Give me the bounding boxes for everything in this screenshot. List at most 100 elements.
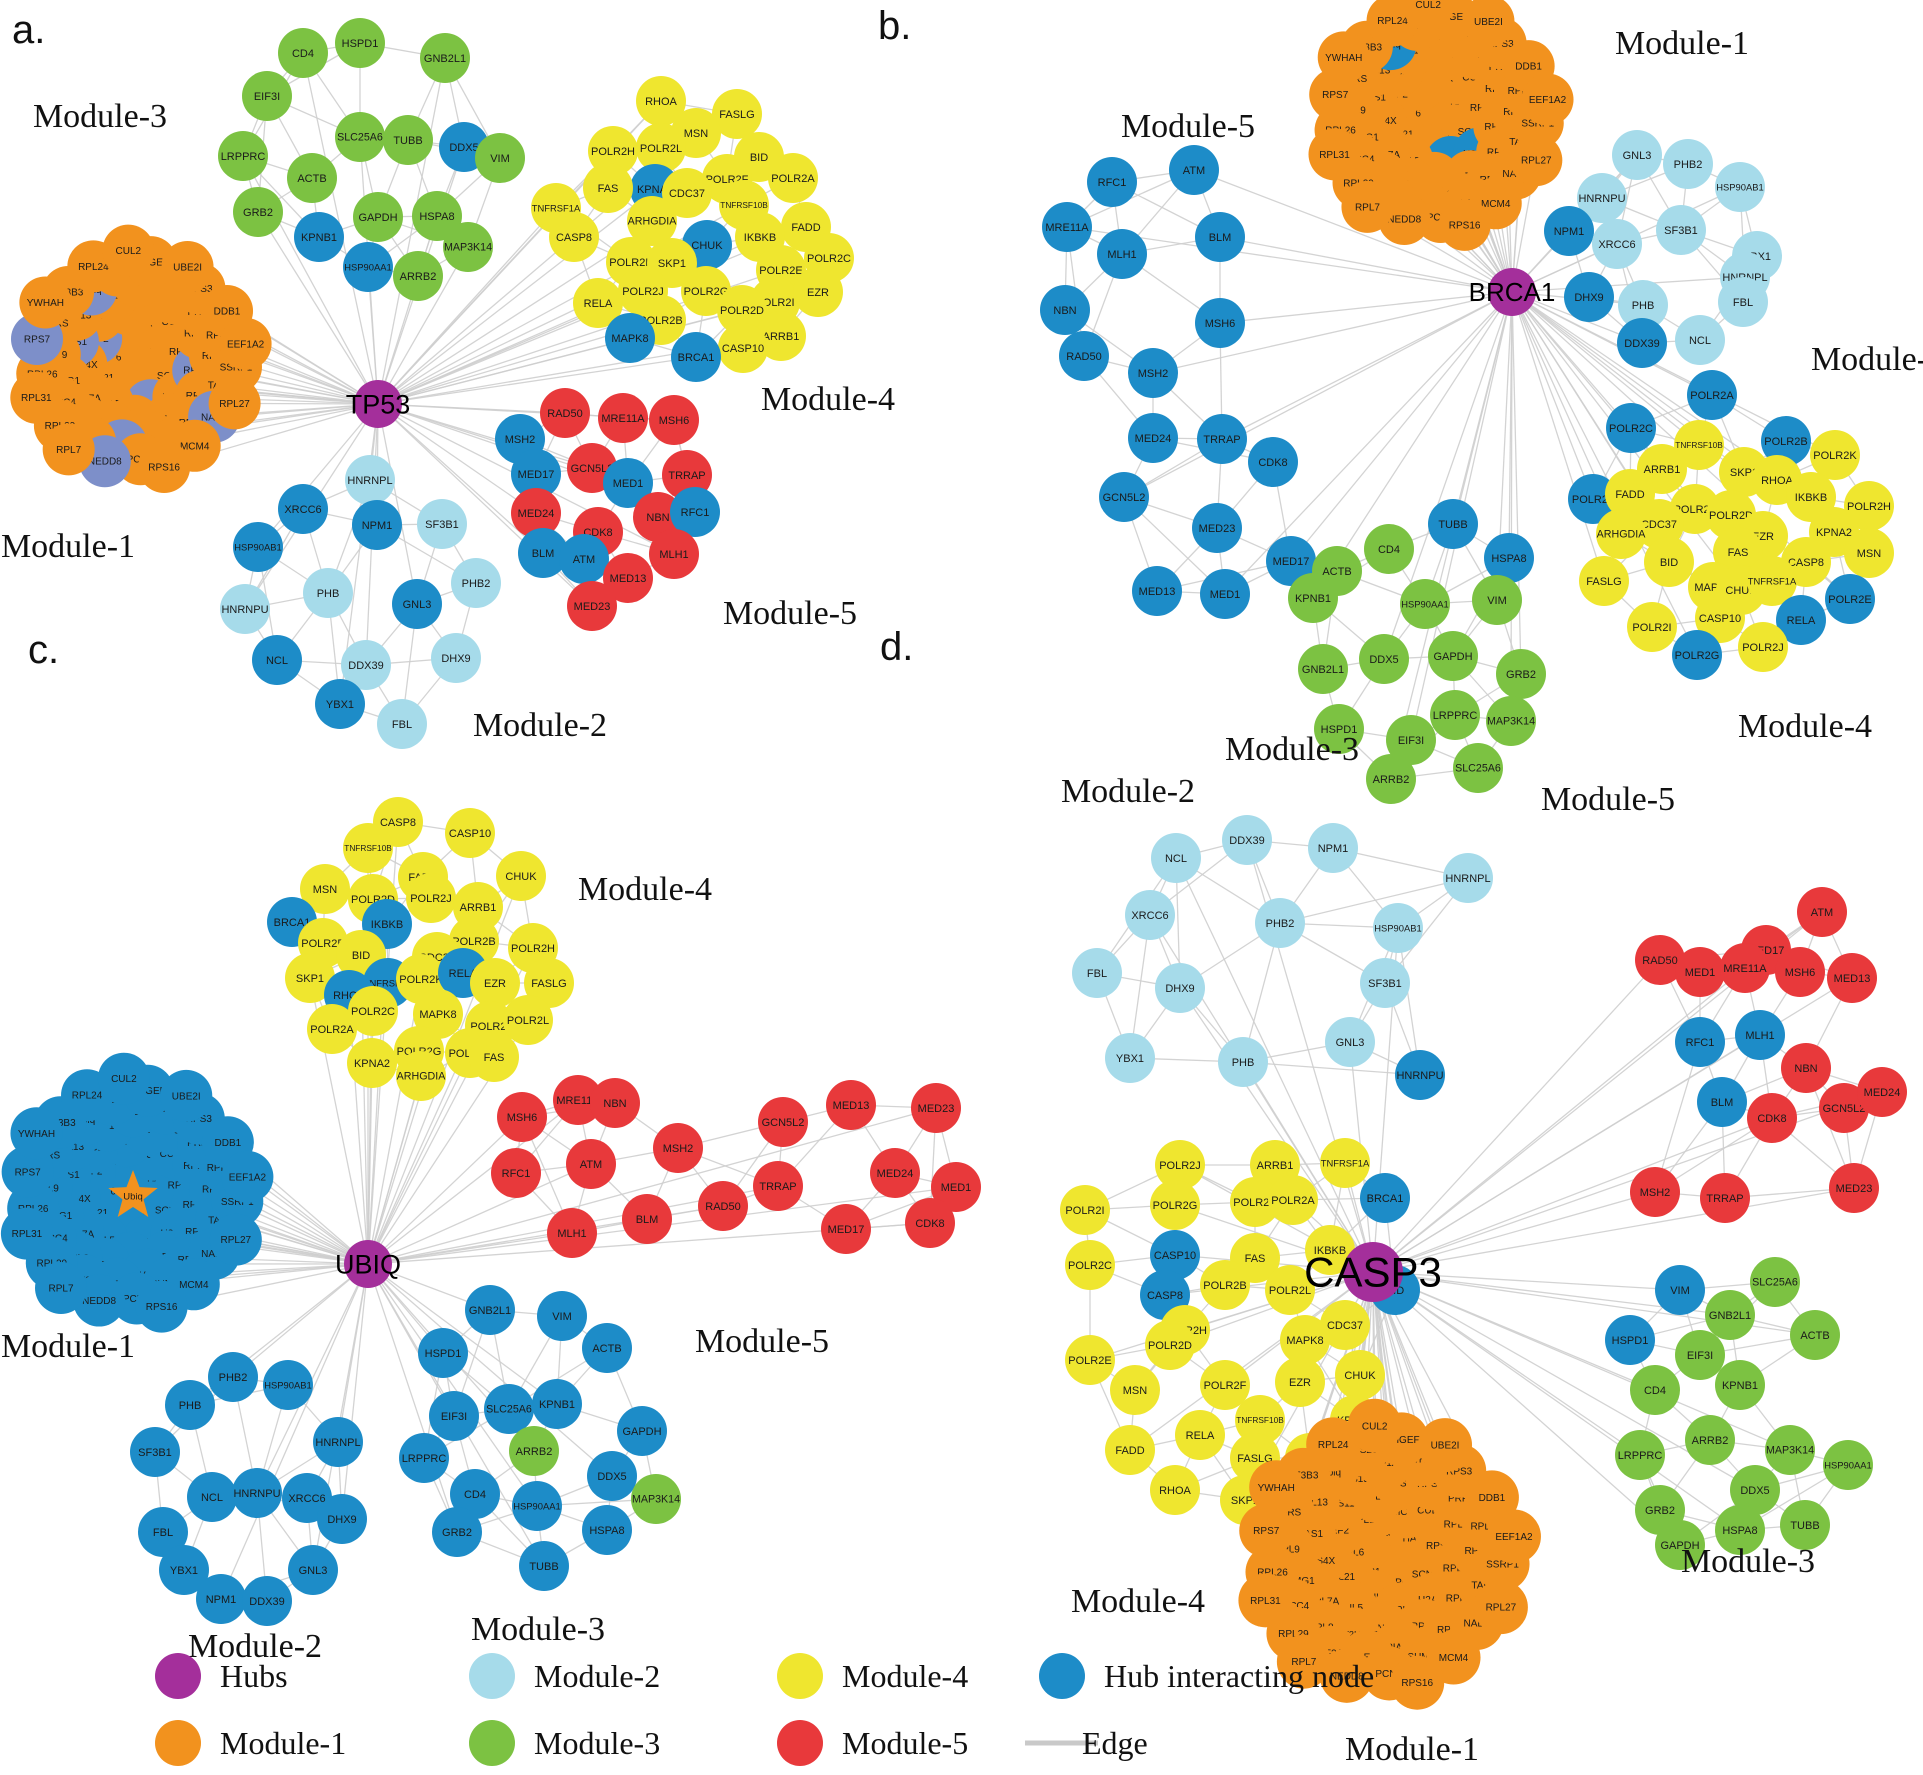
node-label-CDC37: CDC37 <box>669 188 705 200</box>
node-label-MAPK8: MAPK8 <box>611 333 648 345</box>
legend-label-module-5: Module-5 <box>842 1725 968 1761</box>
node-HNRNPU <box>1395 1050 1445 1100</box>
node-FAS <box>583 163 633 213</box>
node-label-RPL24: RPL24 <box>72 1091 103 1102</box>
node-HSP90AB1 <box>1373 903 1423 953</box>
node-VIM <box>475 133 525 183</box>
node-RPL31 <box>1238 1573 1293 1628</box>
edge <box>367 978 422 1265</box>
node-label-ARHGEF4: ARHGEF4 <box>1428 12 1476 23</box>
node-label-POLR2E: POLR2E <box>301 938 344 950</box>
node-label-PHB2: PHB2 <box>1674 159 1703 171</box>
node-label-MED23: MED23 <box>1836 1183 1873 1195</box>
node-label-UBE2I: UBE2I <box>173 262 202 273</box>
node-label-TNFRSF1A: TNFRSF1A <box>364 977 413 988</box>
node-label-GAPDH: GAPDH <box>1660 1540 1699 1552</box>
node-label-MED24: MED24 <box>1864 1087 1901 1099</box>
node-label-CD4: CD4 <box>1378 544 1400 556</box>
node-label-CASP8: CASP8 <box>380 817 416 829</box>
node-RELA <box>573 278 623 328</box>
node-TRRAP <box>1700 1173 1750 1223</box>
node-label-ARHGDIA: ARHGDIA <box>628 216 678 228</box>
node-RFC1 <box>1087 157 1137 207</box>
node-POLR2I <box>1060 1185 1110 1235</box>
node-CD4 <box>278 28 328 78</box>
edge <box>1242 1061 1421 1076</box>
node-label-MSH2: MSH2 <box>1138 368 1169 380</box>
node-label-RPS3: RPS3 <box>1488 39 1515 50</box>
node-FBL <box>1072 948 1122 998</box>
node-label-SLC25A6: SLC25A6 <box>1752 1277 1798 1289</box>
node-label-DDX39: DDX39 <box>348 660 383 672</box>
node-label-GRB2: GRB2 <box>243 207 273 219</box>
node-RFC1 <box>1675 1017 1725 1067</box>
module-title-module-4: Module-4 <box>1738 708 1872 745</box>
node-label-HNRNPU: HNRNPU <box>233 1488 280 1500</box>
node-CDC37 <box>1634 499 1684 549</box>
node-label-LRPPRC: LRPPRC <box>1433 710 1478 722</box>
node-GNB2L1 <box>465 1285 515 1335</box>
node-label-HSPA8: HSPA8 <box>1722 1525 1757 1537</box>
node-label-FADD: FADD <box>1115 1445 1144 1457</box>
node-YWHAH <box>19 276 72 329</box>
legend-swatch-module-1 <box>155 1720 201 1766</box>
node-label-HSPD1: HSPD1 <box>1612 1335 1649 1347</box>
node-label-NEDD8: NEDD8 <box>1387 215 1421 226</box>
node-VIM <box>1655 1265 1705 1315</box>
node-BRCA1 <box>671 332 721 382</box>
node-label-CDC37: CDC37 <box>1327 1320 1363 1332</box>
node-label-ACTB: ACTB <box>297 173 326 185</box>
node-HSP90AA1 <box>1400 579 1450 629</box>
node-TNFRSF10B <box>1235 1395 1285 1445</box>
node-MAPK8 <box>413 989 463 1039</box>
node-label-KPNB1: KPNB1 <box>539 1399 575 1411</box>
node-label-YWHAG: YWHAG <box>1403 1455 1441 1466</box>
node-label-GRB2: GRB2 <box>1645 1505 1675 1517</box>
node-label-POLR2F: POLR2F <box>1674 504 1717 516</box>
edge <box>1129 1271 1374 1451</box>
module-title-module-5: Module-5 <box>1541 781 1675 818</box>
node-RPL7 <box>1341 180 1394 233</box>
node-label-GNL3: GNL3 <box>403 599 432 611</box>
module-title-module-4: Module-4 <box>761 381 895 418</box>
node-label-POLR2A: POLR2A <box>1690 390 1734 402</box>
node-label-PHB2: PHB2 <box>219 1372 248 1384</box>
node-label-DDX39: DDX39 <box>1624 338 1659 350</box>
node-label-POLR2L: POLR2L <box>640 143 682 155</box>
module-title-module-1: Module-1 <box>1345 1731 1479 1768</box>
node-UBE2I <box>1418 1418 1473 1473</box>
edge <box>1179 987 1374 1273</box>
node-label-POLR2L: POLR2L <box>507 1015 549 1027</box>
node-MSH2 <box>653 1123 703 1173</box>
node-label-POLR2C: POLR2C <box>807 253 851 265</box>
edge <box>1221 291 1513 440</box>
node-label-CUL2: CUL2 <box>116 246 142 257</box>
node-label-POLR2K: POLR2K <box>1233 1197 1277 1209</box>
node-label-CASP10: CASP10 <box>722 343 764 355</box>
node-label-SSRP1: SSRP1 <box>221 1197 254 1208</box>
node-label-RPL24: RPL24 <box>1318 1440 1349 1451</box>
node-BLM <box>622 1194 672 1244</box>
node-label-RPL24: RPL24 <box>78 262 109 273</box>
node-ACTB <box>582 1323 632 1373</box>
node-POLR2J <box>1738 622 1788 672</box>
node-label-DHX9: DHX9 <box>441 653 470 665</box>
node-label-ARRB2: ARRB2 <box>1373 774 1410 786</box>
node-label-VIM: VIM <box>552 1311 572 1323</box>
node-label-MED13: MED13 <box>833 1100 870 1112</box>
node-CUL2 <box>1347 1398 1402 1453</box>
node-label-HSP90AA1: HSP90AA1 <box>344 261 391 272</box>
node-label-RPS26: RPS26 <box>1417 1479 1449 1490</box>
hub-node-BRCA1 <box>1488 268 1536 316</box>
node-FADD <box>1105 1425 1155 1475</box>
node-ARHGDIA <box>627 196 677 246</box>
hub-label-BRCA1: BRCA1 <box>1469 277 1556 307</box>
node-POLR2B <box>1761 416 1811 466</box>
node-FAS <box>469 1032 519 1082</box>
node-label-BRCA1: BRCA1 <box>1367 1193 1404 1205</box>
edge <box>1372 1091 1883 1273</box>
node-label-HNRNPL: HNRNPL <box>347 475 392 487</box>
node-label-POLR2H: POLR2H <box>591 146 635 158</box>
node-label-RPL7: RPL7 <box>56 445 81 456</box>
